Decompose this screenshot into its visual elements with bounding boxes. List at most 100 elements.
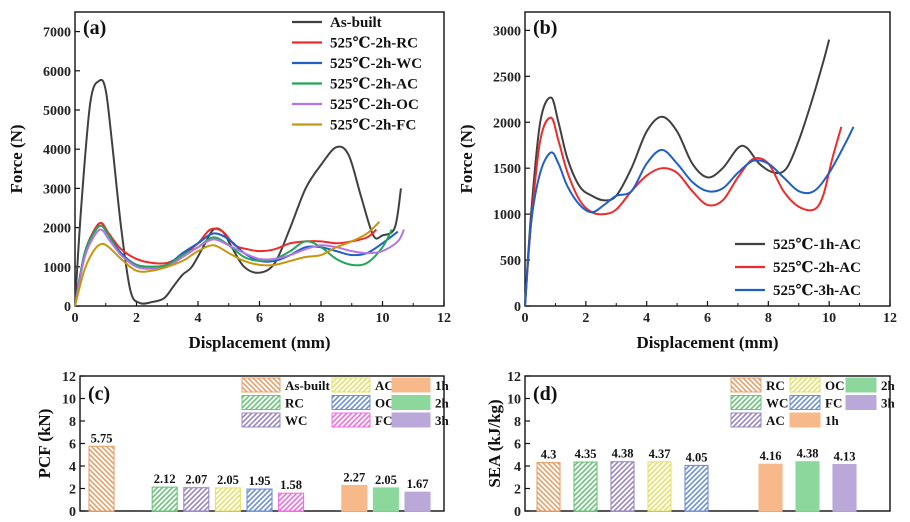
legend-label-1: 525℃-2h-RC bbox=[330, 36, 418, 52]
legend-swatch-WC bbox=[241, 412, 281, 428]
legend-label-As-built: As-built bbox=[285, 378, 330, 393]
legend-swatch-As-built bbox=[241, 377, 281, 393]
series-line-3 bbox=[74, 224, 393, 307]
bar-RC bbox=[536, 462, 561, 512]
legend-swatch-2h bbox=[391, 395, 431, 410]
legend-label-WC: WC bbox=[285, 413, 307, 428]
bar-value-label: 4.38 bbox=[797, 447, 819, 461]
legend-swatch-FC bbox=[331, 412, 371, 428]
y-axis-label: SEA (kJ/kg) bbox=[485, 399, 504, 487]
bar-value-label: 4.16 bbox=[760, 449, 782, 463]
bar-OC bbox=[246, 488, 273, 512]
y-tick-label: 8 bbox=[514, 415, 521, 430]
bar-value-label: 2.12 bbox=[154, 472, 176, 486]
legend-swatch-WC bbox=[730, 395, 762, 410]
y-tick-label: 4 bbox=[514, 460, 521, 475]
bar-FC bbox=[684, 464, 709, 512]
legend-label-4: 525℃-2h-OC bbox=[330, 97, 419, 113]
legend-label-5: 525℃-2h-FC bbox=[330, 118, 416, 134]
legend-swatch-RC bbox=[241, 395, 281, 410]
y-axis-label: Force (N) bbox=[7, 124, 26, 193]
y-tick-label: 4 bbox=[69, 460, 76, 475]
y-tick-label: 7000 bbox=[43, 26, 71, 41]
bar-value-label: 4.13 bbox=[834, 450, 856, 464]
y-tick-label: 0 bbox=[514, 505, 521, 520]
series-line-2 bbox=[74, 224, 399, 307]
bar-1h bbox=[758, 463, 783, 512]
legend-label-0: As-built bbox=[330, 15, 382, 31]
legend-label-3h: 3h bbox=[435, 413, 450, 428]
x-tick-label: 4 bbox=[195, 311, 202, 326]
y-tick-label: 5000 bbox=[43, 104, 71, 119]
series-line-1 bbox=[74, 221, 378, 307]
legend-label-FC: FC bbox=[375, 413, 392, 428]
y-tick-label: 2 bbox=[514, 483, 521, 498]
bar-OC bbox=[647, 461, 672, 512]
legend-label-1: 525℃-2h-AC bbox=[773, 260, 861, 276]
legend-label-3: 525℃-2h-AC bbox=[330, 77, 418, 93]
y-tick-label: 2000 bbox=[43, 222, 71, 237]
series-line-5 bbox=[74, 220, 381, 307]
legend-label-OC: OC bbox=[825, 378, 845, 393]
legend-swatch-OC bbox=[789, 377, 821, 393]
x-tick-label: 2 bbox=[582, 311, 589, 326]
bar-WC bbox=[183, 487, 210, 512]
bar-value-label: 4.3 bbox=[541, 448, 557, 462]
legend-label-1h: 1h bbox=[825, 413, 840, 428]
bar-value-label: 2.05 bbox=[375, 473, 397, 487]
series-line-4 bbox=[74, 228, 405, 307]
panel-a-force-displacement: 0 2 4 6 8 10 12 0 1000 2000 3000 4000 5000 6000 7000 Di… bbox=[7, 11, 451, 352]
bar-3h bbox=[832, 463, 857, 512]
legend-label-2h: 2h bbox=[881, 378, 896, 393]
bar-value-label: 4.38 bbox=[612, 447, 634, 461]
legend-swatch-FC bbox=[789, 395, 821, 410]
y-tick-label: 8 bbox=[69, 415, 76, 430]
legend-label-2h: 2h bbox=[435, 396, 450, 411]
y-tick-label: 2000 bbox=[493, 116, 521, 131]
bar-2h bbox=[795, 461, 820, 512]
legend-label-RC: RC bbox=[766, 378, 785, 393]
legend-label-WC: WC bbox=[766, 396, 788, 411]
x-tick-label: 0 bbox=[522, 311, 529, 326]
bar-value-label: 4.37 bbox=[649, 447, 671, 461]
y-tick-label: 12 bbox=[507, 370, 521, 385]
legend-label-3h: 3h bbox=[881, 396, 896, 411]
bar-value-label: 1.58 bbox=[280, 478, 302, 492]
legend-swatch-3h bbox=[845, 395, 877, 410]
y-tick-label: 4000 bbox=[43, 143, 71, 158]
bar-value-label: 2.05 bbox=[217, 473, 239, 487]
legend-label-AC: AC bbox=[766, 413, 785, 428]
y-tick-label: 3000 bbox=[43, 182, 71, 197]
y-tick-label: 1000 bbox=[43, 261, 71, 276]
bar-FC bbox=[278, 492, 305, 512]
bar-3h bbox=[404, 491, 431, 512]
y-tick-label: 2 bbox=[69, 483, 76, 498]
x-tick-label: 8 bbox=[765, 311, 772, 326]
bar-value-label: 1.95 bbox=[249, 474, 271, 488]
legend-swatch-AC bbox=[331, 377, 371, 393]
series-line-0 bbox=[74, 78, 402, 307]
bar-AC bbox=[214, 487, 241, 512]
y-tick-label: 3000 bbox=[493, 24, 521, 39]
x-tick-label: 10 bbox=[376, 311, 390, 326]
y-tick-label: 0 bbox=[69, 505, 76, 520]
x-axis-label: Displacement (mm) bbox=[636, 333, 778, 352]
bar-AC bbox=[610, 461, 635, 512]
legend-swatch-1h bbox=[391, 377, 431, 393]
panel-label: (c) bbox=[88, 383, 110, 405]
x-tick-label: 12 bbox=[883, 311, 897, 326]
y-tick-label: 6 bbox=[69, 438, 76, 453]
series-line-0 bbox=[524, 39, 831, 307]
legend-swatch-1h bbox=[789, 412, 821, 428]
y-tick-label: 6000 bbox=[43, 65, 71, 80]
y-tick-label: 0 bbox=[514, 300, 521, 315]
legend-label-AC: AC bbox=[375, 378, 394, 393]
x-axis-label: Displacement (mm) bbox=[188, 333, 330, 352]
legend-label-OC: OC bbox=[375, 396, 395, 411]
y-tick-label: 1000 bbox=[493, 208, 521, 223]
legend-label-1h: 1h bbox=[435, 378, 450, 393]
y-axis-label: PCF (kN) bbox=[35, 409, 54, 479]
legend-label-FC: FC bbox=[825, 396, 842, 411]
